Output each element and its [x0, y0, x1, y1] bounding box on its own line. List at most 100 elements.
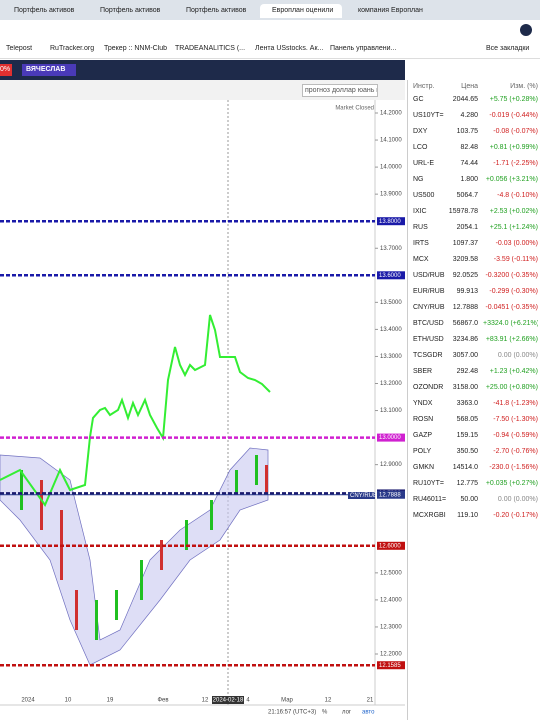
time-label: 19	[107, 698, 114, 704]
symbol[interactable]: OZONDR	[413, 384, 444, 391]
price: 50.00	[460, 496, 478, 503]
time-label: 12	[325, 698, 332, 704]
price: 14514.0	[452, 464, 478, 471]
bookmark[interactable]: Лента USstocks. Ак...	[255, 45, 324, 52]
price-tick-label: 13.7000	[380, 246, 402, 252]
symbol[interactable]: NG	[413, 176, 424, 183]
symbol[interactable]: POLY	[413, 448, 432, 455]
level-badge	[377, 217, 405, 226]
scale-button[interactable]: авто	[362, 710, 375, 716]
change: +2.53 (+0.02%)	[489, 208, 538, 215]
price: 15978.78	[448, 208, 478, 215]
tab[interactable]: Портфель активов	[14, 7, 75, 14]
symbol[interactable]: US500	[413, 192, 435, 199]
bookmark[interactable]: RuTracker.org	[50, 45, 95, 52]
symbol[interactable]: IXIC	[413, 208, 427, 215]
symbol[interactable]: USD/RUB	[413, 272, 445, 279]
symbol[interactable]: EUR/RUB	[413, 288, 445, 295]
price: 568.05	[456, 416, 478, 423]
symbol[interactable]: MCX	[413, 256, 429, 263]
symbol[interactable]: RU46011=	[413, 496, 447, 503]
column-header[interactable]: Инстр.	[413, 83, 435, 90]
tab-bar: Портфель активов Портфель активов Портфель…	[0, 0, 540, 20]
time-label: Фев	[157, 698, 168, 704]
change: +25.00 (+0.80%)	[485, 384, 538, 391]
price: 5064.7	[456, 192, 478, 199]
time-label: 2024-02-18	[213, 698, 244, 704]
level-label: 13.6000	[379, 273, 401, 279]
symbol[interactable]: RUS	[413, 224, 428, 231]
market-status: Market Closed	[335, 106, 374, 112]
symbol[interactable]: IRTS	[413, 240, 429, 247]
tab[interactable]: Портфель активов	[186, 7, 247, 14]
price-tick-label: 12.2000	[380, 652, 402, 658]
time-label: 10	[65, 698, 72, 704]
change: -3.59 (-0.11%)	[493, 256, 538, 263]
column-header[interactable]: Изм. (%)	[510, 83, 538, 90]
tag-badge	[348, 492, 375, 499]
tab[interactable]: Европлан оценили	[260, 4, 342, 18]
bookmark[interactable]: Трекер :: NNM-Club	[104, 45, 168, 52]
time-label: Мар	[281, 698, 293, 704]
symbol[interactable]: TCSGDR	[413, 352, 443, 359]
symbol[interactable]: ETH/USD	[413, 336, 444, 343]
symbol[interactable]: SBER	[413, 368, 433, 375]
bookmark[interactable]: Telepost	[6, 45, 33, 52]
symbol[interactable]: RU10YT=	[413, 480, 444, 487]
app-toolbar: 0% ВЯЧЕСЛАВ	[0, 60, 405, 80]
symbol[interactable]: MCXRGBI	[413, 512, 446, 519]
price-tick-label: 12.4000	[380, 597, 402, 603]
symbol[interactable]: LCO	[413, 144, 428, 151]
symbol[interactable]: DXY	[413, 128, 428, 135]
price: 3158.00	[452, 384, 478, 391]
change: -0.0451 (-0.35%)	[485, 304, 538, 311]
price: 99.913	[456, 288, 478, 295]
symbol[interactable]: GMKN	[413, 464, 434, 471]
bookmark[interactable]: TRADEANALITICS (...	[175, 45, 246, 52]
scale-button[interactable]: %	[322, 710, 328, 716]
change: -2.70 (-0.76%)	[493, 448, 538, 455]
chart-bg	[0, 100, 407, 720]
change: -4.8 (-0.10%)	[497, 192, 538, 199]
symbol-tag: CNY/RUB	[350, 493, 377, 499]
price-tick-label: 12.9000	[380, 462, 402, 468]
symbol[interactable]: URL-E	[413, 160, 435, 167]
column-header[interactable]: Цена	[461, 83, 478, 90]
level-badge	[377, 271, 405, 280]
tab[interactable]: компания Европлан	[358, 7, 423, 14]
chart-toolbar: прогноз доллар юань н...	[0, 80, 405, 101]
price-tick-label: 13.3000	[380, 354, 402, 360]
change: +0.056 (+3.21%)	[485, 176, 538, 183]
change: +0.035 (+0.27%)	[485, 480, 538, 487]
search-input[interactable]: прогноз доллар юань н...	[302, 84, 378, 97]
price: 3234.86	[452, 336, 478, 343]
scale-button[interactable]: лог	[342, 710, 352, 716]
change: -0.94 (-0.59%)	[493, 432, 538, 439]
price: 3363.0	[456, 400, 478, 407]
level-badge	[377, 490, 405, 499]
time-label: 4	[246, 698, 250, 704]
price: 56867.0	[452, 320, 478, 327]
change: -1.71 (-2.25%)	[493, 160, 538, 167]
tab[interactable]: Портфель активов	[100, 7, 161, 14]
symbol[interactable]: ROSN	[413, 416, 434, 423]
price-tick-label: 12.3000	[380, 625, 402, 631]
level-label: 13.8000	[379, 219, 401, 225]
change: -0.019 (-0.44%)	[489, 112, 538, 119]
symbol[interactable]: US10YT=	[413, 112, 444, 119]
profile-icon[interactable]	[520, 24, 532, 36]
symbol[interactable]: CNY/RUB	[413, 304, 445, 311]
bookmark[interactable]: Панель управлени...	[330, 45, 397, 52]
symbol[interactable]: BTC/USD	[413, 320, 444, 327]
time-label: 21	[367, 698, 374, 704]
price: 119.10	[457, 512, 478, 519]
price-tick-label: 13.4000	[380, 327, 402, 333]
level-label: 12.1585	[379, 663, 401, 669]
user[interactable]: ВЯЧЕСЛАВ	[22, 64, 76, 76]
symbol[interactable]: GC	[413, 96, 424, 103]
price: 2054.1	[456, 224, 478, 231]
price: 292.48	[456, 368, 478, 375]
symbol[interactable]: GAZP	[413, 432, 433, 439]
symbol[interactable]: YNDX	[413, 400, 433, 407]
all-bookmarks[interactable]: Все закладки	[486, 45, 530, 52]
